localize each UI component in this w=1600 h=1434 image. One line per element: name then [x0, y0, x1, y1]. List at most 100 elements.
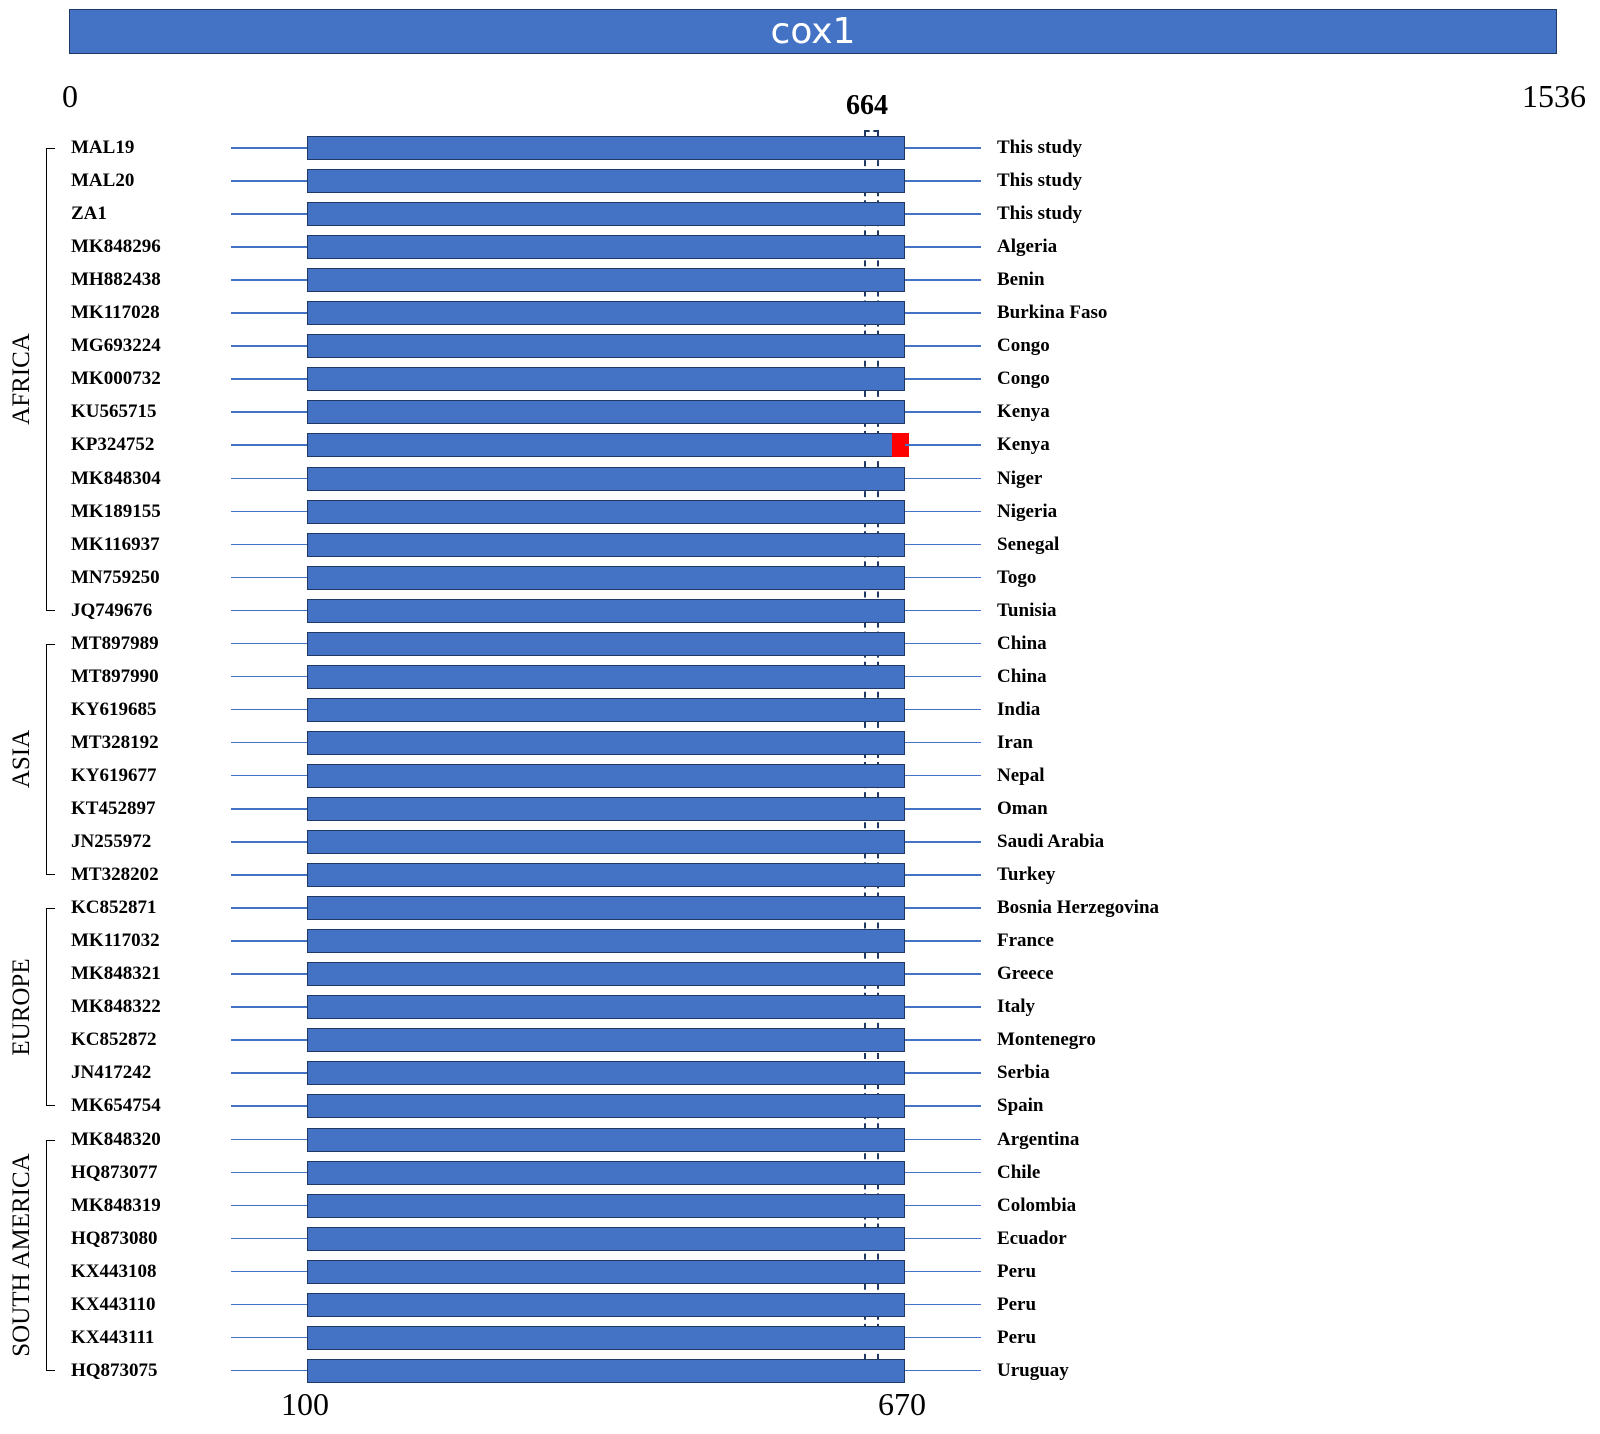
- sequence-fragment-bar: [307, 730, 905, 755]
- flank-line-left: [231, 675, 307, 678]
- origin-label: China: [997, 665, 1047, 687]
- sequence-fragment-bar: [307, 929, 905, 954]
- flank-line-right: [905, 510, 981, 513]
- accession-label: MK848304: [71, 467, 161, 489]
- sequence-row: JQ749676 Tunisia: [0, 598, 1600, 623]
- flank-line-left: [231, 510, 307, 513]
- sequence-row: MK848304 Niger: [0, 466, 1600, 491]
- accession-label: MK117032: [71, 930, 160, 952]
- origin-label: Niger: [997, 467, 1043, 489]
- flank-line-left: [231, 345, 307, 347]
- region-label: EUROPE: [8, 958, 35, 1056]
- accession-label: HQ873077: [71, 1161, 158, 1183]
- region-label: SOUTH AMERICA: [8, 1153, 35, 1357]
- origin-label: Serbia: [997, 1062, 1050, 1084]
- flank-line-left: [231, 1270, 307, 1273]
- flank-line-right: [905, 1237, 981, 1240]
- origin-label: Argentina: [997, 1128, 1080, 1150]
- flank-line-right: [905, 973, 981, 975]
- origin-label: India: [997, 698, 1041, 720]
- flank-line-left: [231, 246, 307, 248]
- origin-label: This study: [997, 170, 1083, 192]
- flank-line-left: [231, 279, 307, 281]
- gene-start-tick: 0: [62, 78, 78, 114]
- accession-label: MT897990: [71, 665, 159, 687]
- accession-label: KC852872: [71, 1029, 157, 1051]
- sequence-fragment-bar: [307, 367, 905, 392]
- flank-line-left: [231, 444, 307, 446]
- flank-line-right: [905, 1204, 981, 1207]
- sequence-fragment-bar: [307, 334, 905, 359]
- accession-label: MT328192: [71, 731, 159, 753]
- flank-line-right: [905, 543, 981, 546]
- flank-line-left: [231, 774, 307, 777]
- accession-label: KX443110: [71, 1293, 156, 1315]
- origin-label: China: [997, 632, 1047, 654]
- origin-label: Tunisia: [997, 599, 1057, 621]
- sequence-row: MK116937 Senegal: [0, 532, 1600, 557]
- flank-line-right: [905, 642, 981, 645]
- accession-label: MT897989: [71, 632, 159, 654]
- region-label: ASIA: [8, 730, 35, 789]
- flank-line-right: [905, 1072, 981, 1074]
- sequence-row: MT897990 China: [0, 664, 1600, 689]
- sequence-row: MK848321 Greece: [0, 962, 1600, 987]
- cox1-gene-bar: cox1: [69, 9, 1557, 54]
- flank-line-left: [231, 940, 307, 942]
- accession-label: KY619677: [71, 764, 157, 786]
- sequence-fragment-bar: [307, 1358, 905, 1383]
- sequence-row: KX443111 Peru: [0, 1325, 1600, 1350]
- origin-label: Nepal: [997, 764, 1045, 786]
- flank-line-left: [231, 378, 307, 380]
- flank-line-left: [231, 1369, 307, 1372]
- flank-line-left: [231, 708, 307, 711]
- accession-label: MAL19: [71, 137, 135, 158]
- sequence-row: MK117028 Burkina Faso: [0, 301, 1600, 326]
- origin-label: This study: [997, 203, 1083, 225]
- sequence-row: KC852871 Bosnia Herzegovina: [0, 896, 1600, 921]
- sequence-row: MK848296 Algeria: [0, 235, 1600, 260]
- flank-line-left: [231, 147, 307, 149]
- flank-line-left: [231, 213, 307, 215]
- flank-line-right: [905, 741, 981, 744]
- flank-line-right: [905, 378, 981, 380]
- accession-label: JN417242: [71, 1062, 152, 1084]
- origin-label: Peru: [997, 1293, 1037, 1315]
- origin-label: Uruguay: [997, 1359, 1069, 1381]
- flank-line-left: [231, 1237, 307, 1240]
- sequence-row: MK848319 Colombia: [0, 1193, 1600, 1218]
- flank-line-left: [231, 1303, 307, 1306]
- accession-label: MK848322: [71, 996, 161, 1018]
- flank-line-left: [231, 1006, 307, 1008]
- flank-line-right: [905, 675, 981, 678]
- sequence-row: MG693224 Congo: [0, 334, 1600, 359]
- accession-label: JQ749676: [71, 599, 153, 621]
- sequence-row: KU565715 Kenya: [0, 400, 1600, 425]
- accession-label: MK848321: [71, 963, 161, 985]
- accession-label: MT328202: [71, 864, 159, 886]
- flank-line-left: [231, 907, 307, 909]
- flank-line-right: [905, 312, 981, 314]
- accession-label: MH882438: [71, 269, 161, 291]
- flank-line-right: [905, 1270, 981, 1273]
- sequence-row: MT328192 Iran: [0, 730, 1600, 755]
- sequence-row: MK848322 Italy: [0, 995, 1600, 1020]
- flank-line-right: [905, 874, 981, 876]
- accession-label: MK116937: [71, 533, 160, 555]
- accession-label: ZA1: [71, 203, 107, 225]
- sequence-fragment-bar: [307, 1127, 905, 1152]
- origin-label: Congo: [997, 368, 1050, 390]
- flank-line-right: [905, 477, 981, 479]
- flank-line-left: [231, 576, 307, 579]
- sequence-fragment-bar: [307, 697, 905, 722]
- origin-label: Turkey: [997, 864, 1056, 886]
- origin-label: Togo: [997, 566, 1037, 588]
- sequence-fragment-bar: [307, 532, 905, 557]
- flank-line-left: [231, 841, 307, 843]
- flank-line-left: [231, 1039, 307, 1041]
- flank-line-right: [905, 213, 981, 215]
- origin-label: France: [997, 930, 1054, 952]
- sequence-row: MK117032 France: [0, 929, 1600, 954]
- sequence-fragment-bar: [307, 466, 905, 491]
